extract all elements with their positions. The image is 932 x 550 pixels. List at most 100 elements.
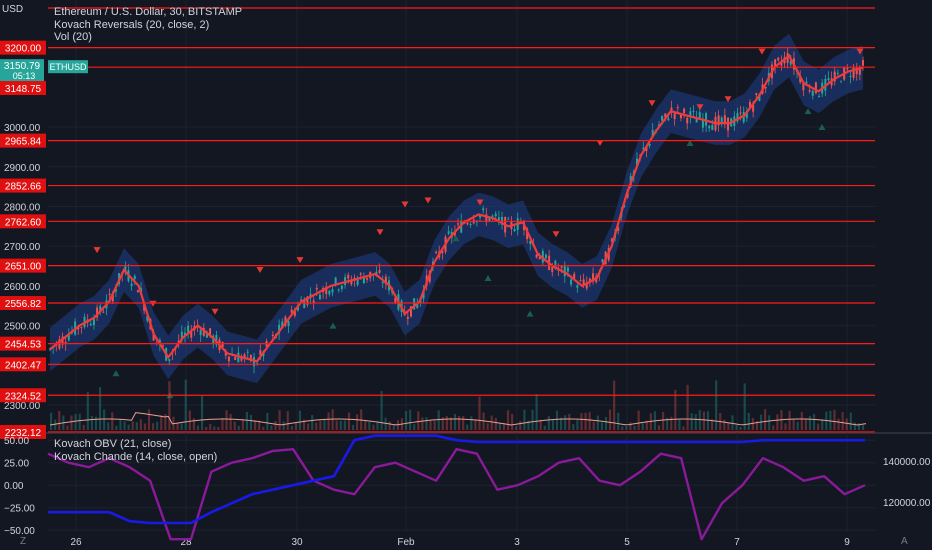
candle-body — [576, 285, 579, 288]
x-tick-label: Feb — [397, 537, 415, 548]
volume-bar — [511, 413, 514, 430]
volume-bar — [715, 380, 718, 430]
candle-body — [777, 57, 780, 61]
legend-kovach-reversals[interactable]: Kovach Reversals (20, close, 2) — [54, 19, 210, 31]
zoom-key[interactable]: Z — [20, 536, 27, 547]
reversal-down-marker — [648, 100, 656, 107]
candle-body — [111, 293, 114, 302]
volume-bar — [335, 420, 338, 430]
candle-body — [554, 260, 557, 269]
volume-bar — [351, 424, 355, 430]
volume-bar — [156, 421, 159, 430]
volume-bar — [143, 423, 147, 430]
legend-kovach-chande[interactable]: Kovach Chande (14, close, open) — [54, 451, 218, 463]
candle-body — [240, 356, 243, 361]
autoscale-key[interactable]: A — [901, 536, 908, 547]
volume-bar — [290, 425, 293, 430]
legend-volume[interactable]: Vol (20) — [54, 31, 92, 43]
symbol-tag-label: ETHUSD — [49, 62, 87, 72]
candle-body — [705, 113, 708, 126]
y-tick-label: 2500.00 — [4, 322, 41, 333]
candle-body — [293, 311, 296, 316]
volume-bar — [739, 426, 742, 430]
volume-bar — [184, 379, 187, 430]
candle-body — [296, 305, 299, 311]
candle-body — [215, 335, 218, 345]
candle-body — [259, 350, 262, 355]
volume-bar — [751, 417, 754, 430]
volume-bar — [50, 412, 53, 430]
candle-body — [617, 227, 620, 231]
volume-bar — [254, 420, 257, 430]
volume-bar — [86, 392, 89, 430]
candle-body — [789, 60, 792, 65]
candle-body — [124, 265, 127, 273]
volume-bar — [621, 426, 624, 430]
candle-body — [695, 117, 698, 123]
volume-bar — [343, 420, 346, 430]
volume-bar — [555, 410, 559, 430]
candle-body — [497, 217, 500, 221]
volume-bar — [453, 413, 457, 430]
candle-body — [133, 275, 136, 280]
candle-body — [162, 345, 165, 347]
obv-line — [48, 434, 865, 525]
candle-body — [146, 315, 149, 321]
candle-body — [494, 213, 497, 217]
volume-bar — [188, 410, 191, 430]
candle-body — [183, 332, 186, 336]
candle-body — [281, 321, 284, 329]
volume-bar — [657, 425, 661, 430]
volume-bar — [662, 411, 665, 430]
candle-body — [209, 328, 212, 336]
volume-bar — [641, 423, 644, 430]
volume-bar — [180, 423, 183, 430]
volume-bar — [710, 419, 714, 430]
candle-body — [683, 108, 686, 114]
volume-bar — [800, 412, 803, 430]
level-tag — [0, 40, 46, 55]
level-tag — [0, 178, 46, 193]
candle-body — [742, 111, 745, 123]
volume-bar — [196, 425, 200, 430]
volume-bar — [372, 424, 375, 430]
legend-kovach-obv[interactable]: Kovach OBV (21, close) — [54, 438, 172, 450]
x-tick-label: 5 — [624, 537, 630, 548]
volume-bar — [812, 413, 816, 430]
volume-bar — [841, 412, 844, 430]
reversal-down-marker — [296, 257, 304, 264]
reversal-down-marker — [211, 308, 219, 315]
level-tag-label: 2402.47 — [5, 360, 42, 371]
y-tick-label: 2700.00 — [4, 242, 41, 253]
volume-bar — [123, 421, 126, 430]
volume-bar — [690, 413, 693, 430]
reversal-down-marker — [696, 104, 704, 111]
candle-body — [422, 290, 425, 299]
level-tag-label: 2232.12 — [5, 428, 42, 439]
volume-bar — [82, 424, 85, 430]
volume-bar — [462, 416, 465, 430]
candle-body — [303, 300, 306, 309]
volume-bar — [437, 410, 440, 430]
volume-bar — [608, 409, 612, 430]
candle-body — [635, 158, 638, 167]
currency-button[interactable]: USD — [2, 4, 23, 15]
volume-bar — [535, 394, 538, 430]
volume-bar — [294, 422, 297, 430]
volume-bar — [633, 425, 636, 430]
candle-body — [764, 86, 767, 89]
candle-body — [152, 331, 155, 341]
level-tag — [0, 258, 46, 273]
level-tag — [0, 424, 46, 439]
chande-line — [47, 448, 866, 541]
volume-bar — [637, 410, 640, 430]
volume-bar — [286, 411, 289, 430]
volume-bar — [200, 395, 204, 430]
candle-body — [535, 254, 538, 258]
price-badge-value: 3150.79 — [4, 61, 41, 72]
legend-symbol[interactable]: Ethereum / U.S. Dollar, 30, BITSTAMP — [54, 6, 243, 18]
candle-body — [331, 289, 334, 293]
volume-bar — [323, 419, 326, 430]
